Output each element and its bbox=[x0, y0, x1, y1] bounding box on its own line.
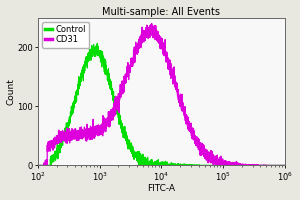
Line: Control: Control bbox=[38, 43, 285, 165]
Control bbox=[278, 164, 282, 167]
Control bbox=[131, 146, 135, 148]
Control bbox=[64, 128, 68, 130]
CD31 bbox=[64, 140, 68, 143]
CD31 bbox=[142, 37, 145, 39]
Control bbox=[79, 72, 83, 74]
CD31 bbox=[131, 65, 134, 67]
Line: CD31: CD31 bbox=[38, 24, 285, 165]
Control bbox=[96, 42, 99, 45]
CD31 bbox=[150, 22, 154, 25]
Control bbox=[252, 164, 255, 167]
Y-axis label: Count: Count bbox=[7, 78, 16, 105]
CD31 bbox=[283, 164, 287, 167]
X-axis label: FITC-A: FITC-A bbox=[148, 184, 176, 193]
Control bbox=[142, 162, 145, 164]
CD31 bbox=[36, 164, 40, 167]
CD31 bbox=[278, 164, 282, 167]
Control bbox=[283, 164, 287, 167]
Legend: Control, CD31: Control, CD31 bbox=[42, 22, 89, 48]
Title: Multi-sample: All Events: Multi-sample: All Events bbox=[103, 7, 220, 17]
CD31 bbox=[252, 164, 255, 166]
CD31 bbox=[79, 130, 83, 132]
Control bbox=[36, 164, 40, 167]
